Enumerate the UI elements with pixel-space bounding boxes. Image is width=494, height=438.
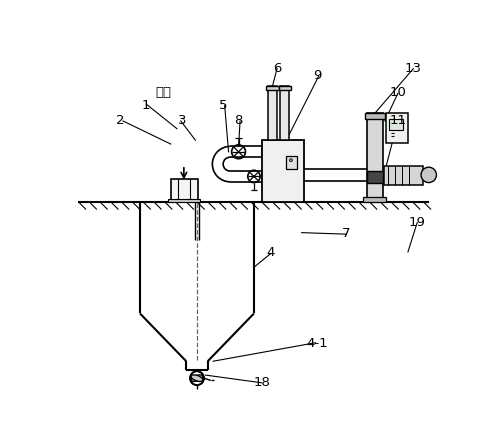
Circle shape bbox=[289, 159, 292, 162]
Bar bbox=[268, 87, 277, 141]
Text: 18: 18 bbox=[253, 375, 270, 388]
Text: 鉢液: 鉢液 bbox=[155, 86, 171, 99]
Circle shape bbox=[421, 168, 436, 183]
Bar bbox=[279, 87, 291, 91]
Text: 4: 4 bbox=[267, 246, 275, 259]
Ellipse shape bbox=[191, 375, 203, 381]
Bar bbox=[365, 114, 385, 120]
Bar bbox=[168, 199, 200, 202]
Text: 13: 13 bbox=[405, 61, 422, 74]
Bar bbox=[171, 179, 198, 202]
Bar bbox=[262, 141, 304, 202]
Text: 7: 7 bbox=[342, 226, 351, 240]
Bar bbox=[389, 120, 403, 131]
Text: 9: 9 bbox=[313, 69, 321, 82]
Text: 6: 6 bbox=[273, 61, 281, 74]
Text: 8: 8 bbox=[234, 114, 243, 127]
Text: 1: 1 bbox=[142, 98, 150, 111]
Bar bbox=[363, 198, 386, 202]
Text: 19: 19 bbox=[409, 215, 426, 228]
Text: 2: 2 bbox=[117, 114, 125, 127]
Text: 11: 11 bbox=[389, 114, 407, 127]
Bar bbox=[367, 114, 382, 202]
Ellipse shape bbox=[191, 375, 203, 381]
Bar bbox=[386, 114, 408, 143]
Text: 3: 3 bbox=[178, 114, 187, 127]
Bar bbox=[266, 87, 279, 91]
Bar bbox=[367, 172, 382, 184]
Bar bbox=[287, 156, 297, 170]
Bar bbox=[384, 166, 422, 185]
Text: 5: 5 bbox=[219, 98, 227, 111]
Text: 4-1: 4-1 bbox=[306, 336, 328, 350]
Bar bbox=[280, 87, 289, 141]
Text: 10: 10 bbox=[389, 86, 407, 99]
